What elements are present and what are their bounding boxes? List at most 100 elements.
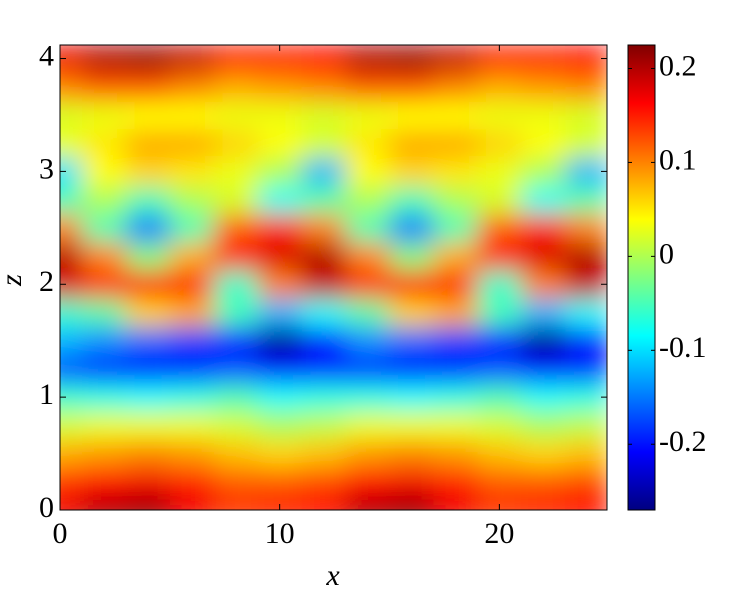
heatmap-cell [345, 326, 391, 356]
colorbar [627, 44, 656, 511]
heatmap-cell [433, 495, 478, 510]
heatmap-cell [60, 326, 83, 356]
heatmap-cell [389, 213, 434, 243]
heatmap-cell [301, 467, 347, 497]
heatmap-cell [345, 383, 391, 412]
heatmap-cell [213, 383, 259, 412]
heatmap-cell [213, 185, 259, 215]
heatmap-cell [345, 241, 391, 271]
y-tick-label: 0 [39, 491, 54, 524]
y-tick-label: 3 [39, 152, 54, 185]
heatmap-cell [345, 157, 391, 187]
heatmap-cell [521, 241, 566, 271]
heatmap-cell [169, 495, 215, 510]
y-axis-label: z [0, 274, 28, 287]
heatmap-cell [125, 72, 171, 102]
heatmap-cell [81, 411, 127, 440]
heatmap-cell [169, 270, 215, 299]
heatmap-cell [521, 213, 566, 243]
heatmap-cell [60, 185, 83, 215]
heatmap-cell [301, 185, 347, 215]
heatmap-cell [433, 326, 478, 356]
heatmap-cell [301, 383, 347, 412]
heatmap-cell [433, 45, 478, 74]
heatmap-cell [257, 213, 303, 243]
heatmap-cell [345, 467, 391, 497]
heatmap-cell [301, 411, 347, 440]
y-tick-label: 4 [39, 39, 54, 72]
heatmap-cell [565, 72, 607, 102]
heatmap-cell [81, 72, 127, 102]
heatmap-cell [389, 326, 434, 356]
heatmap-cell [125, 157, 171, 187]
heatmap-cell [433, 439, 478, 469]
heatmap-cell [433, 354, 478, 384]
heatmap-cell [389, 129, 434, 158]
heatmap-cell [213, 270, 259, 299]
heatmap-cell [389, 72, 434, 102]
heatmap-cell [345, 185, 391, 215]
heatmap-cell [389, 383, 434, 412]
heatmap-cell [565, 383, 607, 412]
heatmap-cell [521, 100, 566, 130]
heatmap-cell [81, 100, 127, 130]
heatmap-cell [433, 129, 478, 158]
heatmap-cell [169, 354, 215, 384]
heatmap-cell [213, 72, 259, 102]
heatmap-cell [433, 467, 478, 497]
heatmap-cell [213, 467, 259, 497]
heatmap-cell [389, 100, 434, 130]
heatmap-cell [60, 495, 83, 510]
heatmap-cell [81, 270, 127, 299]
colorbar-tick-label: -0.1 [659, 331, 707, 364]
heatmap-cell [345, 411, 391, 440]
heatmap-cell [389, 411, 434, 440]
heatmap-cell [433, 411, 478, 440]
heatmap-cell [477, 100, 522, 130]
heatmap-cell [433, 213, 478, 243]
heatmap-cell [81, 383, 127, 412]
heatmap-cell [521, 467, 566, 497]
heatmap-cell [60, 270, 83, 299]
heatmap-cell [477, 129, 522, 158]
heatmap-cell [213, 411, 259, 440]
heatmap-cell [301, 326, 347, 356]
heatmap-cell [433, 72, 478, 102]
heatmap-cell [301, 298, 347, 328]
heatmap-cell [565, 241, 607, 271]
heatmap-cell [125, 383, 171, 412]
heatmap-cell [81, 326, 127, 356]
heatmap-cell [433, 298, 478, 328]
heatmap-cell [81, 467, 127, 497]
heatmap-cell [477, 298, 522, 328]
heatmap-cell [60, 72, 83, 102]
heatmap-cell [257, 185, 303, 215]
heatmap-cell [521, 129, 566, 158]
x-tick-label: 10 [265, 517, 295, 550]
heatmap-cell [213, 213, 259, 243]
heatmap-cell [301, 72, 347, 102]
heatmap-cell [345, 270, 391, 299]
heatmap-cell [565, 185, 607, 215]
heatmap-cell [477, 383, 522, 412]
heatmap-cell [301, 213, 347, 243]
heatmap-cell [169, 467, 215, 497]
heatmap-cell [81, 157, 127, 187]
y-tick-label: 2 [39, 265, 54, 298]
heatmap-cell [565, 495, 607, 510]
heatmap-cell [301, 241, 347, 271]
heatmap-cell [81, 298, 127, 328]
heatmap-cell [60, 129, 83, 158]
colorbar-tick-label: -0.2 [659, 425, 707, 458]
heatmap-cell [477, 354, 522, 384]
heatmap-cell [257, 72, 303, 102]
heatmap-cell [521, 383, 566, 412]
heatmap-cell [60, 157, 83, 187]
heatmap-cell [257, 495, 303, 510]
heatmap-cell [521, 45, 566, 74]
heatmap-cell [169, 411, 215, 440]
heatmap-cell [345, 354, 391, 384]
heatmap-cell [565, 467, 607, 497]
heatmap-cell [477, 241, 522, 271]
heatmap-cell [433, 383, 478, 412]
